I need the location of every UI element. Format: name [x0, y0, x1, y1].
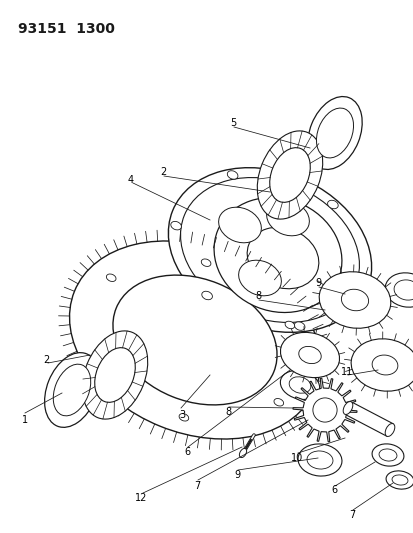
Ellipse shape — [201, 259, 210, 266]
Ellipse shape — [238, 260, 281, 296]
Text: 8: 8 — [254, 291, 261, 301]
Ellipse shape — [168, 168, 371, 332]
Ellipse shape — [273, 399, 283, 406]
Ellipse shape — [247, 227, 318, 289]
Ellipse shape — [280, 333, 339, 377]
Text: 12: 12 — [135, 493, 147, 503]
Ellipse shape — [201, 291, 212, 300]
Ellipse shape — [342, 401, 352, 415]
Ellipse shape — [385, 471, 413, 489]
Ellipse shape — [393, 280, 413, 300]
Ellipse shape — [239, 448, 246, 458]
Ellipse shape — [227, 171, 237, 179]
Ellipse shape — [218, 207, 261, 243]
Text: 8: 8 — [224, 407, 230, 417]
Text: 1: 1 — [22, 415, 28, 425]
Ellipse shape — [318, 272, 390, 328]
Ellipse shape — [69, 241, 320, 439]
Ellipse shape — [391, 475, 407, 485]
Text: 93151  1300: 93151 1300 — [18, 22, 114, 36]
Ellipse shape — [378, 449, 396, 461]
Text: 2: 2 — [159, 167, 166, 177]
Ellipse shape — [341, 289, 368, 311]
Ellipse shape — [266, 200, 309, 236]
Ellipse shape — [180, 177, 358, 322]
Text: 6: 6 — [183, 447, 190, 457]
Ellipse shape — [269, 148, 309, 203]
Ellipse shape — [350, 339, 413, 391]
Ellipse shape — [106, 274, 116, 281]
Ellipse shape — [351, 288, 362, 296]
Ellipse shape — [214, 198, 341, 312]
Ellipse shape — [316, 108, 353, 158]
Ellipse shape — [95, 348, 135, 402]
Ellipse shape — [307, 96, 361, 169]
Text: 10: 10 — [290, 453, 302, 463]
Text: 9: 9 — [233, 470, 240, 480]
Ellipse shape — [171, 221, 181, 230]
Ellipse shape — [285, 321, 294, 329]
Ellipse shape — [45, 353, 99, 427]
Ellipse shape — [53, 364, 90, 416]
Text: 5: 5 — [229, 118, 235, 128]
Ellipse shape — [256, 131, 322, 219]
Text: 11: 11 — [340, 367, 352, 377]
Ellipse shape — [82, 331, 147, 419]
Ellipse shape — [327, 200, 337, 209]
Ellipse shape — [297, 444, 341, 476]
Text: 2: 2 — [43, 355, 49, 365]
Ellipse shape — [280, 370, 319, 399]
Ellipse shape — [312, 398, 336, 422]
Ellipse shape — [371, 355, 397, 375]
Polygon shape — [344, 402, 392, 436]
Ellipse shape — [384, 273, 413, 307]
Text: 3: 3 — [178, 410, 185, 420]
Text: 6: 6 — [330, 485, 336, 495]
Ellipse shape — [384, 424, 394, 437]
Ellipse shape — [95, 351, 104, 359]
Text: 7: 7 — [348, 510, 354, 520]
Ellipse shape — [113, 275, 276, 405]
Text: 7: 7 — [193, 481, 199, 491]
Text: 9: 9 — [314, 278, 320, 288]
Ellipse shape — [294, 322, 304, 330]
Ellipse shape — [179, 414, 188, 421]
Ellipse shape — [371, 444, 403, 466]
Ellipse shape — [298, 346, 320, 364]
Ellipse shape — [288, 377, 310, 393]
Ellipse shape — [306, 451, 332, 469]
Polygon shape — [292, 378, 356, 442]
Text: 4: 4 — [128, 175, 134, 185]
